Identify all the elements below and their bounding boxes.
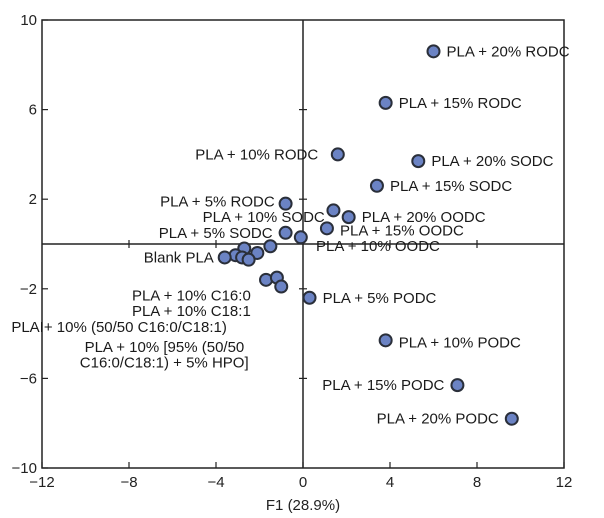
point-label: PLA + 20% OODC <box>362 209 486 226</box>
data-point <box>241 252 256 267</box>
point-label: PLA + 10% PODC <box>399 335 521 352</box>
y-tick-label: −2 <box>20 281 37 298</box>
data-point <box>302 290 317 305</box>
point-label: PLA + 5% PODC <box>323 290 437 307</box>
data-point <box>217 250 232 265</box>
y-tick-label: 6 <box>29 102 37 119</box>
data-point <box>504 411 519 426</box>
data-points <box>217 44 519 426</box>
tick-labels: −12 −8 −4 0 4 8 12 −10 −6 −2 2 6 10 <box>12 12 573 491</box>
point-label: PLA + 10% C16:0 <box>132 288 251 305</box>
y-tick-label: 2 <box>29 191 37 208</box>
point-label: PLA + 20% RODC <box>447 43 570 60</box>
zero-axes <box>42 20 564 468</box>
data-point <box>378 333 393 348</box>
x-axis-title: F1 (28.9%) <box>266 497 340 514</box>
point-label: C16:0/C18:1) + 5% HPO] <box>80 355 249 372</box>
data-point <box>263 239 278 254</box>
data-point <box>369 178 384 193</box>
data-point <box>341 210 356 225</box>
point-labels: PLA + 20% RODC PLA + 15% RODC PLA + 10% RO… <box>11 43 569 427</box>
point-label: PLA + 5% RODC <box>160 193 275 210</box>
data-point <box>330 147 345 162</box>
point-label: PLA + 10% OODC <box>316 238 440 255</box>
data-point <box>319 221 334 236</box>
point-label: PLA + 10% [95% (50/50 <box>85 339 245 356</box>
x-tick-label: 12 <box>556 474 573 491</box>
point-label: PLAI+ 10% (50/50 C16:0/C18:1) <box>11 319 227 336</box>
data-point <box>450 378 465 393</box>
data-point <box>426 44 441 59</box>
point-label: PLA + 20% SODC <box>431 153 553 170</box>
x-tick-label: −4 <box>207 474 224 491</box>
point-label: Blank PLA <box>144 249 214 266</box>
point-label: PLA + 15% RODC <box>399 95 522 112</box>
data-point <box>278 196 293 211</box>
y-tick-label: 10 <box>20 12 37 29</box>
data-point <box>326 203 341 218</box>
data-point <box>411 154 426 169</box>
data-point <box>293 230 308 245</box>
x-tick-label: −8 <box>120 474 137 491</box>
data-point <box>274 279 289 294</box>
point-label: PLA + 10% SODC <box>203 209 325 226</box>
point-label: PLA + 15% SODC <box>390 178 512 195</box>
x-tick-label: 8 <box>473 474 481 491</box>
point-label: PLA + 10% C18:1 <box>132 303 251 320</box>
tick-marks <box>41 19 565 469</box>
x-tick-label: 4 <box>386 474 394 491</box>
x-tick-label: 0 <box>299 474 307 491</box>
y-tick-label: −10 <box>12 460 37 477</box>
point-label: PLA + 15% OODC <box>340 223 464 240</box>
x-tick-label: −12 <box>29 474 54 491</box>
data-point <box>378 95 393 110</box>
point-label: PLA + 15% PODC <box>322 377 444 394</box>
data-point <box>278 225 293 240</box>
point-label: PLA + 10% RODC <box>195 146 318 163</box>
point-label: PLA + 20% PODC <box>377 411 499 428</box>
y-tick-label: −6 <box>20 370 37 387</box>
point-label: PLA + 5% SODC <box>159 225 273 242</box>
